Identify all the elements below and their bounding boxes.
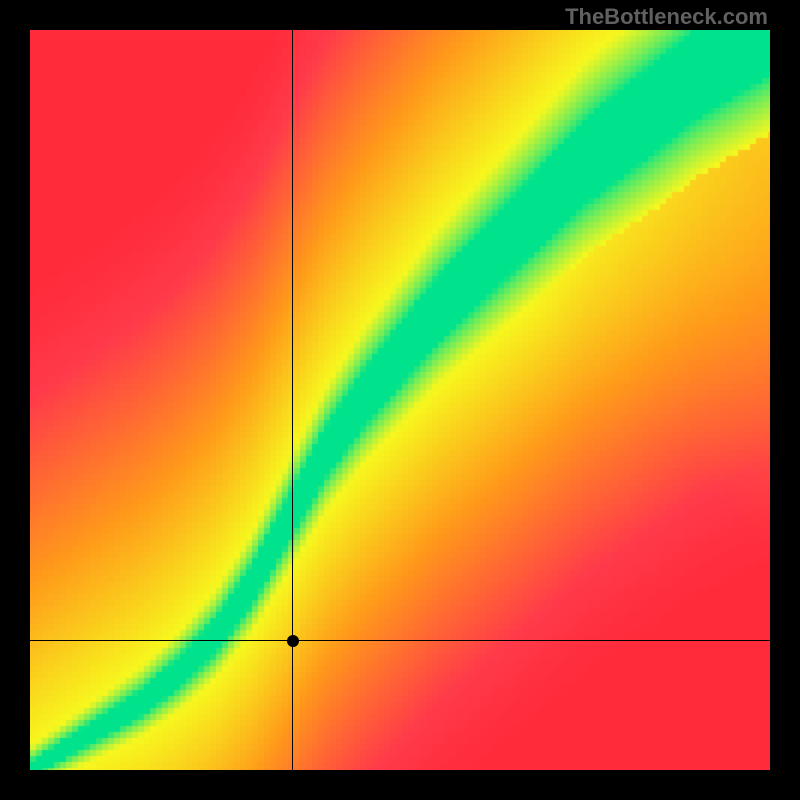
chart-container: TheBottleneck.com <box>0 0 800 800</box>
bottleneck-heatmap <box>30 30 770 770</box>
crosshair-vertical-line <box>292 30 293 770</box>
watermark-text: TheBottleneck.com <box>565 4 768 30</box>
selection-marker-dot <box>287 635 299 647</box>
crosshair-horizontal-line <box>30 640 770 641</box>
